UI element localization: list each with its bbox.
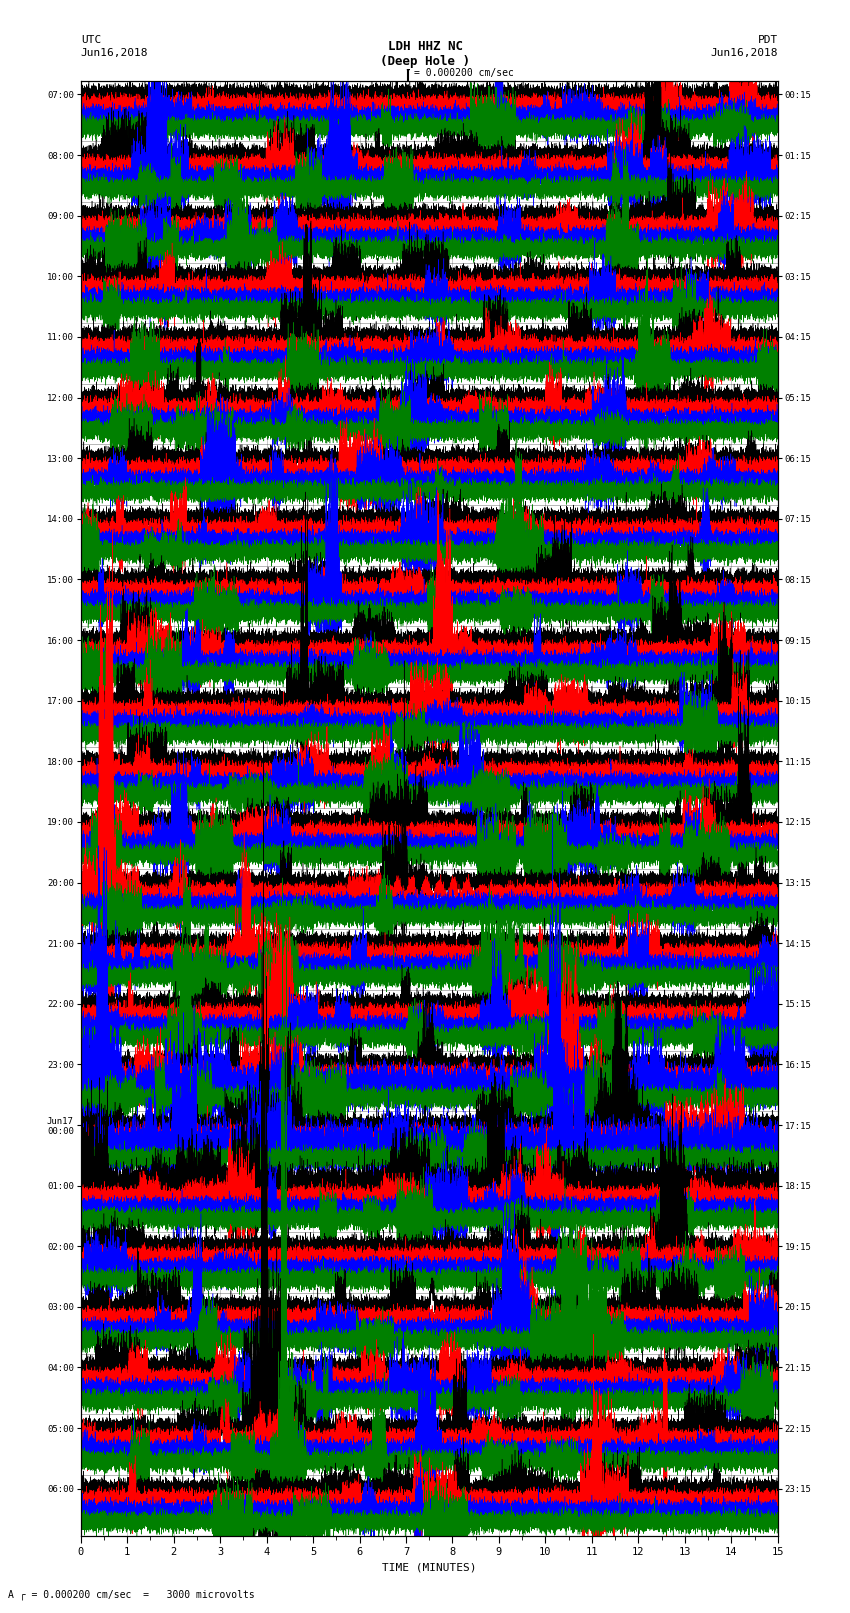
Text: LDH HHZ NC: LDH HHZ NC — [388, 40, 462, 53]
X-axis label: TIME (MINUTES): TIME (MINUTES) — [382, 1563, 477, 1573]
Text: Jun16,2018: Jun16,2018 — [81, 48, 148, 58]
Text: (Deep Hole ): (Deep Hole ) — [380, 55, 470, 68]
Text: UTC: UTC — [81, 35, 101, 45]
Text: A ┌ = 0.000200 cm/sec  =   3000 microvolts: A ┌ = 0.000200 cm/sec = 3000 microvolts — [8, 1589, 255, 1600]
Text: Jun16,2018: Jun16,2018 — [711, 48, 778, 58]
Text: = 0.000200 cm/sec: = 0.000200 cm/sec — [414, 68, 513, 77]
Text: PDT: PDT — [757, 35, 778, 45]
